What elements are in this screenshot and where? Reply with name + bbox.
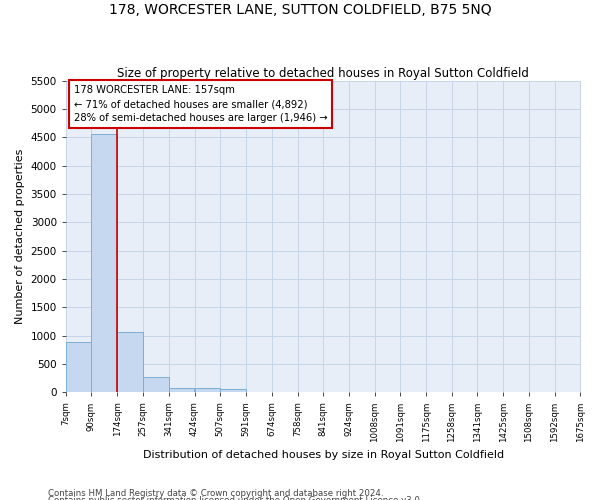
X-axis label: Distribution of detached houses by size in Royal Sutton Coldfield: Distribution of detached houses by size … bbox=[143, 450, 504, 460]
Bar bbox=[169, 388, 194, 392]
Text: 178, WORCESTER LANE, SUTTON COLDFIELD, B75 5NQ: 178, WORCESTER LANE, SUTTON COLDFIELD, B… bbox=[109, 2, 491, 16]
Bar bbox=[194, 388, 220, 392]
Bar bbox=[143, 377, 169, 392]
Text: Contains HM Land Registry data © Crown copyright and database right 2024.: Contains HM Land Registry data © Crown c… bbox=[48, 488, 383, 498]
Title: Size of property relative to detached houses in Royal Sutton Coldfield: Size of property relative to detached ho… bbox=[117, 66, 529, 80]
Bar bbox=[220, 390, 246, 392]
Text: Contains public sector information licensed under the Open Government Licence v3: Contains public sector information licen… bbox=[48, 496, 422, 500]
Bar bbox=[91, 134, 117, 392]
Text: 178 WORCESTER LANE: 157sqm
← 71% of detached houses are smaller (4,892)
28% of s: 178 WORCESTER LANE: 157sqm ← 71% of deta… bbox=[74, 86, 327, 124]
Y-axis label: Number of detached properties: Number of detached properties bbox=[15, 149, 25, 324]
Bar bbox=[118, 332, 143, 392]
Bar bbox=[66, 342, 91, 392]
